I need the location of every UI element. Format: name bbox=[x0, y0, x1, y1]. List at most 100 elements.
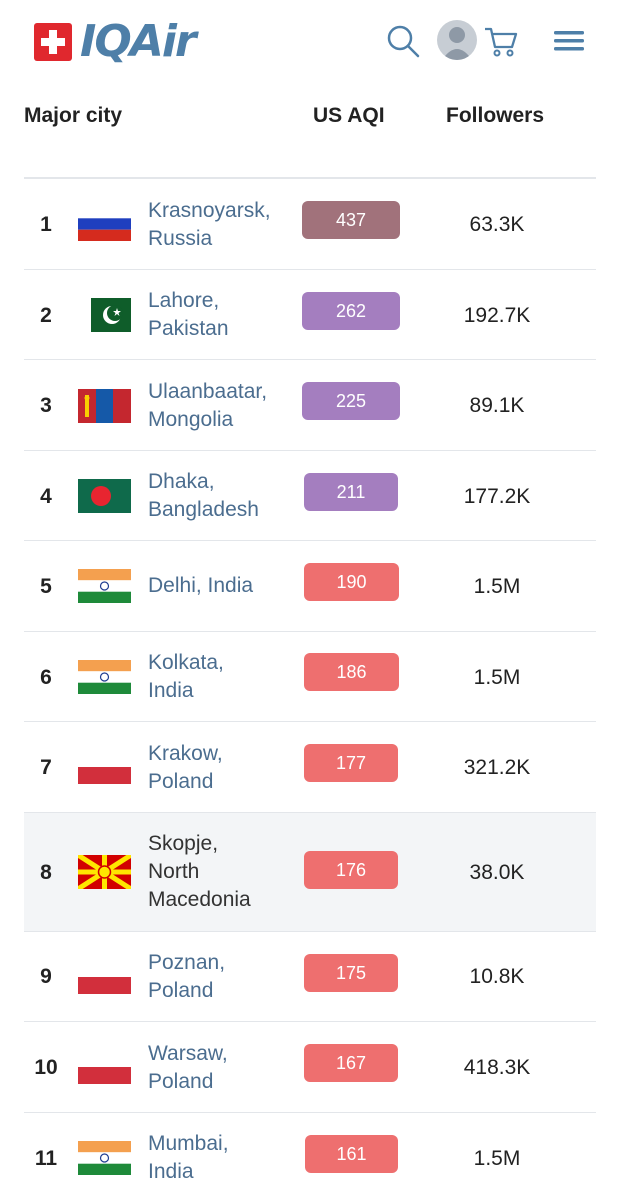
country-name: Mongolia bbox=[148, 408, 234, 431]
city-name: Lahore, bbox=[148, 289, 220, 312]
top-navigation-bar: IQAir bbox=[0, 0, 619, 90]
aqi-badge: 262 bbox=[302, 292, 400, 330]
aqi-badge: 176 bbox=[304, 851, 398, 889]
pakistan-flag-icon bbox=[91, 298, 131, 332]
table-row[interactable]: 11 Mumbai, India 161 1.5M bbox=[24, 1113, 596, 1203]
aqi-badge: 167 bbox=[304, 1044, 398, 1082]
city-name: Poznan, bbox=[148, 951, 226, 974]
city-ranking-table: 1 Krasnoyarsk, Russia 437 63.3K 2 Lahore… bbox=[24, 177, 596, 1183]
column-header-city[interactable]: Major city bbox=[24, 104, 123, 127]
poland-flag-icon bbox=[78, 960, 131, 994]
russia-flag-icon bbox=[78, 207, 131, 241]
city-link[interactable]: Mumbai, India bbox=[148, 1130, 298, 1186]
rank: 4 bbox=[40, 485, 52, 508]
followers-count: 1.5M bbox=[473, 666, 521, 689]
followers-count: 63.3K bbox=[469, 213, 525, 236]
country-name: Macedonia bbox=[148, 888, 251, 911]
avatar[interactable] bbox=[437, 20, 477, 60]
city-link[interactable]: Kolkata, India bbox=[148, 649, 298, 705]
poland-flag-icon bbox=[78, 1050, 131, 1084]
rank: 5 bbox=[40, 575, 52, 598]
rank: 7 bbox=[40, 756, 52, 779]
rank: 11 bbox=[34, 1147, 58, 1170]
country-name: Poland bbox=[148, 979, 214, 1002]
search-icon[interactable] bbox=[384, 22, 422, 60]
rank: 2 bbox=[40, 304, 52, 327]
table-row[interactable]: 7 Krakow, Poland 177 321.2K bbox=[24, 722, 596, 813]
followers-count: 321.2K bbox=[463, 756, 531, 779]
city-name: Krasnoyarsk, bbox=[148, 199, 271, 222]
table-row[interactable]: 9 Poznan, Poland 175 10.8K bbox=[24, 932, 596, 1022]
rank: 1 bbox=[40, 213, 52, 236]
followers-count: 89.1K bbox=[469, 394, 525, 417]
aqi-badge: 175 bbox=[304, 954, 398, 992]
table-row[interactable]: 4 Dhaka, Bangladesh 211 177.2K bbox=[24, 451, 596, 541]
city-name: Ulaanbaatar, bbox=[148, 380, 268, 403]
country-name: Poland bbox=[148, 1070, 214, 1093]
iqair-logo[interactable]: IQAir bbox=[34, 16, 197, 67]
north-macedonia-flag-icon bbox=[78, 855, 131, 889]
city-link[interactable]: Poznan, Poland bbox=[148, 949, 298, 1005]
city-link[interactable]: Krasnoyarsk, Russia bbox=[148, 197, 298, 253]
table-row[interactable]: 2 Lahore, Pakistan 262 192.7K bbox=[24, 270, 596, 360]
country-name: India bbox=[148, 679, 194, 702]
poland-flag-icon bbox=[78, 750, 131, 784]
city-name: Krakow, bbox=[148, 742, 223, 765]
city-name: Warsaw, bbox=[148, 1042, 228, 1065]
city-name: Kolkata, bbox=[148, 651, 224, 674]
country-name: North bbox=[148, 860, 200, 883]
cart-icon[interactable] bbox=[482, 22, 520, 60]
aqi-badge: 177 bbox=[304, 744, 398, 782]
mongolia-flag-icon bbox=[78, 389, 131, 423]
country-name: India bbox=[148, 1160, 194, 1183]
india-flag-icon bbox=[78, 1141, 131, 1175]
followers-count: 10.8K bbox=[469, 965, 525, 988]
india-flag-icon bbox=[78, 569, 131, 603]
rank: 6 bbox=[40, 666, 52, 689]
logo-text: IQAir bbox=[80, 16, 197, 67]
followers-count: 38.0K bbox=[469, 861, 525, 884]
country-name: Pakistan bbox=[148, 317, 229, 340]
followers-count: 1.5M bbox=[473, 1147, 521, 1170]
menu-icon[interactable] bbox=[550, 22, 588, 60]
swiss-flag-icon bbox=[34, 23, 72, 61]
bangladesh-flag-icon bbox=[78, 479, 131, 513]
city-link[interactable]: Warsaw, Poland bbox=[148, 1040, 298, 1096]
city-name: Mumbai, bbox=[148, 1132, 229, 1155]
table-row[interactable]: 6 Kolkata, India 186 1.5M bbox=[24, 632, 596, 722]
followers-count: 192.7K bbox=[463, 304, 531, 327]
aqi-badge: 161 bbox=[305, 1135, 398, 1173]
aqi-badge: 211 bbox=[304, 473, 398, 511]
city-link[interactable]: Dhaka, Bangladesh bbox=[148, 468, 298, 524]
table-row[interactable]: 5 Delhi, India 190 1.5M bbox=[24, 541, 596, 632]
country-name: Poland bbox=[148, 770, 214, 793]
india-flag-icon bbox=[78, 660, 131, 694]
city-link[interactable]: Lahore, Pakistan bbox=[148, 287, 298, 343]
city-link[interactable]: Delhi, India bbox=[148, 572, 298, 600]
city-name: Dhaka, bbox=[148, 470, 215, 493]
city-name: Skopje, bbox=[148, 832, 219, 855]
rank: 3 bbox=[40, 394, 52, 417]
table-row[interactable]: 8 Skopje, North Macedonia 176 38.0K bbox=[24, 813, 596, 932]
rank: 9 bbox=[40, 965, 52, 988]
rank: 10 bbox=[34, 1056, 58, 1079]
table-row[interactable]: 1 Krasnoyarsk, Russia 437 63.3K bbox=[24, 179, 596, 270]
city-link[interactable]: Krakow, Poland bbox=[148, 740, 298, 796]
column-header-aqi[interactable]: US AQI bbox=[313, 104, 385, 127]
city-link[interactable]: Ulaanbaatar, Mongolia bbox=[148, 378, 298, 434]
table-row[interactable]: 3 Ulaanbaatar, Mongolia 225 89.1K bbox=[24, 360, 596, 451]
aqi-badge: 190 bbox=[304, 563, 399, 601]
country-name: Russia bbox=[148, 227, 213, 250]
table-row[interactable]: 10 Warsaw, Poland 167 418.3K bbox=[24, 1022, 596, 1113]
aqi-badge: 437 bbox=[302, 201, 400, 239]
city-name: Delhi, India bbox=[148, 574, 254, 597]
followers-count: 418.3K bbox=[463, 1056, 531, 1079]
aqi-badge: 225 bbox=[302, 382, 400, 420]
city-link[interactable]: Skopje, North Macedonia bbox=[148, 830, 298, 914]
column-header-followers[interactable]: Followers bbox=[446, 104, 545, 127]
aqi-badge: 186 bbox=[304, 653, 399, 691]
rank: 8 bbox=[40, 861, 52, 884]
country-name: Bangladesh bbox=[148, 498, 259, 521]
followers-count: 177.2K bbox=[463, 485, 531, 508]
followers-count: 1.5M bbox=[473, 575, 521, 598]
